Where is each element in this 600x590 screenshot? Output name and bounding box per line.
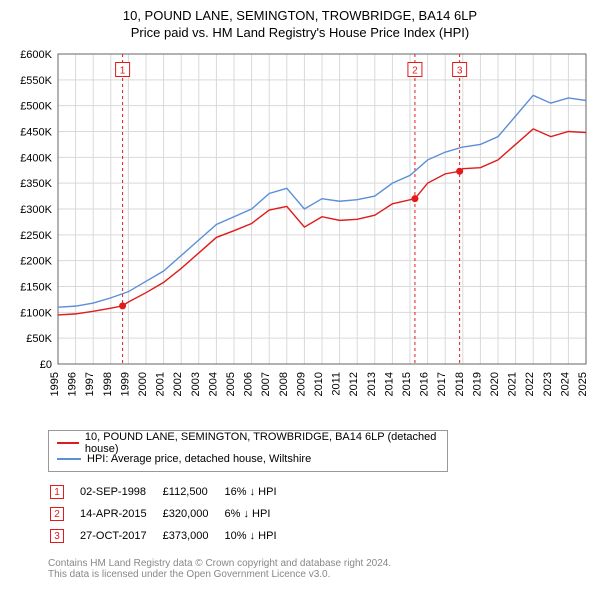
- svg-text:2024: 2024: [559, 372, 571, 396]
- footer-attribution: Contains HM Land Registry data © Crown c…: [48, 558, 592, 580]
- svg-text:£500K: £500K: [20, 101, 52, 113]
- legend-row-property: 10, POUND LANE, SEMINGTON, TROWBRIDGE, B…: [57, 435, 439, 451]
- svg-text:2020: 2020: [489, 372, 501, 396]
- legend-label-property: 10, POUND LANE, SEMINGTON, TROWBRIDGE, B…: [85, 431, 439, 455]
- legend-swatch-hpi: [57, 458, 81, 460]
- event-delta: 16% ↓ HPI: [225, 482, 291, 502]
- svg-text:1: 1: [120, 66, 126, 77]
- svg-text:1999: 1999: [119, 372, 131, 396]
- chart-svg: £0 £50K £100K £150K £200K £250K £300K £350K £400…: [8, 44, 592, 424]
- event-price: £320,000: [163, 504, 223, 524]
- price-chart: £0 £50K £100K £150K £200K £250K £300K £350K £400…: [8, 44, 592, 424]
- event-row: 1 02-SEP-1998£112,50016% ↓ HPI: [50, 482, 291, 502]
- svg-text:2002: 2002: [172, 372, 184, 396]
- svg-text:1996: 1996: [67, 372, 79, 396]
- legend-swatch-property: [57, 442, 79, 444]
- svg-text:1997: 1997: [84, 372, 96, 396]
- svg-text:1995: 1995: [49, 372, 61, 396]
- svg-text:2007: 2007: [260, 372, 272, 396]
- svg-text:2014: 2014: [383, 372, 395, 396]
- svg-text:2025: 2025: [577, 372, 589, 396]
- event-date: 14-APR-2015: [80, 504, 161, 524]
- event-row: 2 14-APR-2015£320,0006% ↓ HPI: [50, 504, 291, 524]
- svg-text:£0: £0: [40, 359, 52, 371]
- chart-title-block: 10, POUND LANE, SEMINGTON, TROWBRIDGE, B…: [8, 8, 592, 40]
- svg-text:2021: 2021: [507, 372, 519, 396]
- event-row: 3 27-OCT-2017£373,00010% ↓ HPI: [50, 526, 291, 546]
- title-line1: 10, POUND LANE, SEMINGTON, TROWBRIDGE, B…: [8, 8, 592, 23]
- svg-text:2016: 2016: [419, 372, 431, 396]
- svg-text:£600K: £600K: [20, 49, 52, 61]
- svg-text:2023: 2023: [542, 372, 554, 396]
- events-table: 1 02-SEP-1998£112,50016% ↓ HPI 2 14-APR-201…: [48, 480, 293, 548]
- svg-text:£300K: £300K: [20, 204, 52, 216]
- event-price: £373,000: [163, 526, 223, 546]
- event-marker: 3: [50, 529, 64, 543]
- svg-text:3: 3: [457, 66, 463, 77]
- svg-text:£250K: £250K: [20, 230, 52, 242]
- footer-line2: This data is licensed under the Open Gov…: [48, 569, 592, 580]
- event-delta: 10% ↓ HPI: [225, 526, 291, 546]
- svg-text:2005: 2005: [225, 372, 237, 396]
- event-price: £112,500: [163, 482, 223, 502]
- svg-text:2017: 2017: [436, 372, 448, 396]
- event-marker: 1: [50, 485, 64, 499]
- svg-text:£550K: £550K: [20, 75, 52, 87]
- svg-text:£350K: £350K: [20, 178, 52, 190]
- svg-text:2013: 2013: [366, 372, 378, 396]
- svg-text:2000: 2000: [137, 372, 149, 396]
- svg-text:2012: 2012: [348, 372, 360, 396]
- svg-text:2009: 2009: [295, 372, 307, 396]
- svg-text:2010: 2010: [313, 372, 325, 396]
- title-line2: Price paid vs. HM Land Registry's House …: [8, 25, 592, 40]
- svg-text:2022: 2022: [524, 372, 536, 396]
- event-marker: 2: [50, 507, 64, 521]
- event-date: 02-SEP-1998: [80, 482, 161, 502]
- svg-text:£200K: £200K: [20, 256, 52, 268]
- svg-text:2004: 2004: [207, 372, 219, 396]
- legend-box: 10, POUND LANE, SEMINGTON, TROWBRIDGE, B…: [48, 430, 448, 472]
- svg-text:1998: 1998: [102, 372, 114, 396]
- svg-text:£50K: £50K: [26, 333, 52, 345]
- svg-text:2: 2: [412, 66, 418, 77]
- event-date: 27-OCT-2017: [80, 526, 161, 546]
- svg-text:£100K: £100K: [20, 307, 52, 319]
- svg-text:2011: 2011: [331, 372, 343, 396]
- svg-text:£150K: £150K: [20, 282, 52, 294]
- event-delta: 6% ↓ HPI: [225, 504, 291, 524]
- svg-text:2003: 2003: [190, 372, 202, 396]
- svg-text:2019: 2019: [471, 372, 483, 396]
- svg-text:2006: 2006: [243, 372, 255, 396]
- svg-text:£400K: £400K: [20, 152, 52, 164]
- svg-text:2015: 2015: [401, 372, 413, 396]
- svg-text:2018: 2018: [454, 372, 466, 396]
- legend-label-hpi: HPI: Average price, detached house, Wilt…: [87, 453, 311, 465]
- footer-line1: Contains HM Land Registry data © Crown c…: [48, 558, 592, 569]
- svg-text:2001: 2001: [155, 372, 167, 396]
- svg-text:2008: 2008: [278, 372, 290, 396]
- svg-text:£450K: £450K: [20, 127, 52, 139]
